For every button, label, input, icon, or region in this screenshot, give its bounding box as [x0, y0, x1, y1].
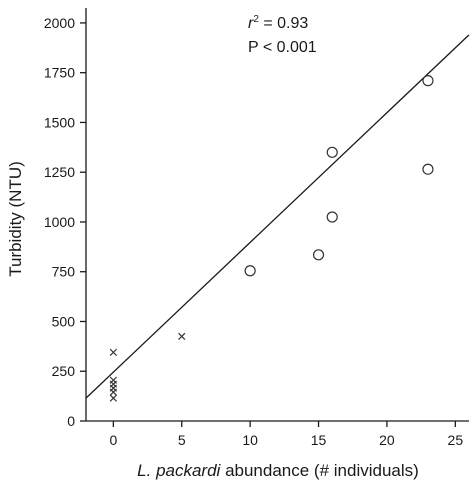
markers-layer	[109, 75, 434, 402]
y-axis-title: Turbidity (NTU)	[6, 161, 25, 277]
regression-line	[85, 34, 470, 399]
x-axis: 0 5 10 15 20 25	[86, 420, 469, 448]
x-tick-label: 25	[448, 432, 464, 448]
y-tick-label: 0	[67, 413, 75, 429]
y-tick-label: 500	[52, 313, 76, 329]
x-tick-label: 20	[379, 432, 395, 448]
y-tick-label: 2000	[44, 15, 75, 31]
x-tick-label: 15	[311, 432, 327, 448]
y-tick-label: 1000	[44, 214, 75, 230]
data-point-circle	[312, 249, 325, 261]
x-tick-label: 0	[109, 432, 117, 448]
data-point-x-stroke	[109, 348, 117, 356]
data-point-x	[109, 388, 117, 396]
x-tick-label: 10	[242, 432, 258, 448]
r-squared-annotation: r2 = 0.93	[248, 14, 308, 32]
data-point-circle	[244, 265, 256, 277]
x-axis-title: L. packardi abundance (# individuals)	[137, 461, 419, 480]
data-point-x-stroke	[109, 388, 117, 396]
y-tick-label: 1500	[44, 114, 75, 130]
data-point-x	[109, 348, 117, 356]
data-point-x	[109, 394, 117, 402]
data-point-circle	[326, 146, 338, 158]
data-point-circle	[422, 75, 434, 87]
x-tick-label: 5	[178, 432, 186, 448]
data-point-circle	[422, 163, 434, 175]
data-point-x-stroke	[109, 394, 117, 402]
y-tick-label: 1250	[44, 164, 75, 180]
y-tick-label: 750	[52, 264, 76, 280]
data-point-circle	[326, 211, 338, 223]
p-value-annotation: P < 0.001	[248, 39, 317, 56]
fit-line-layer	[85, 34, 470, 399]
y-tick-label: 1750	[44, 65, 75, 81]
data-point-x-stroke	[178, 332, 186, 341]
y-axis: 0 250 500 750 1000 1250 1500 1750 2000	[44, 8, 87, 429]
data-point-x	[178, 332, 186, 341]
y-tick-label: 250	[52, 363, 76, 379]
